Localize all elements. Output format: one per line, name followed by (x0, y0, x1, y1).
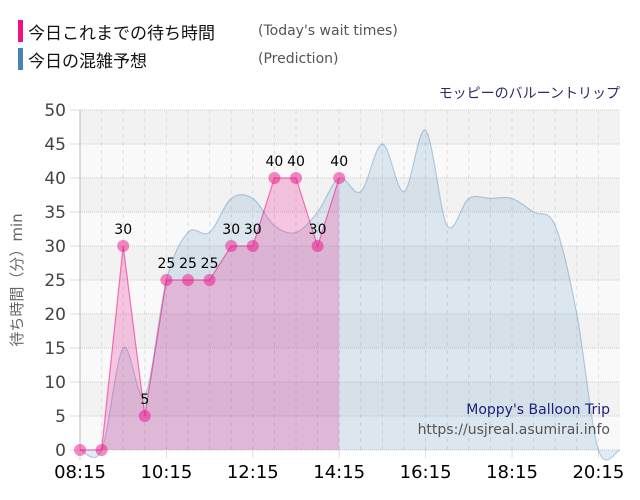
y-tick-label: 30 (44, 237, 66, 257)
today-point[interactable] (246, 240, 259, 252)
x-tick-label: 14:15 (313, 462, 365, 483)
today-point[interactable] (290, 172, 302, 184)
y-tick-label: 15 (44, 339, 66, 359)
legend-label-today: 今日これまでの待ち時間 (28, 23, 215, 44)
legend-item-today[interactable]: 今日これまでの待ち時間 (Today's wait times) (18, 20, 398, 44)
y-axis-label: 待ち時間（分）min (8, 213, 26, 346)
today-point[interactable] (74, 444, 86, 456)
watermark-url: https://usjreal.asumirai.info (417, 422, 610, 438)
legend-swatch-prediction (18, 48, 23, 70)
today-point[interactable] (268, 172, 281, 184)
legend-sub-prediction: (Prediction) (258, 51, 339, 67)
legend-swatch-today (18, 20, 23, 42)
today-point[interactable] (182, 274, 194, 286)
plot-band (80, 246, 620, 280)
plot-band (80, 348, 620, 382)
y-tick-label: 20 (44, 305, 66, 325)
legend-item-prediction[interactable]: 今日の混雑予想 (Prediction) (18, 48, 339, 72)
chart-title: モッピーのバルーントリップ (438, 86, 620, 102)
x-tick-label: 18:15 (486, 462, 538, 483)
y-tick-label: 0 (55, 441, 66, 461)
y-tick-label: 25 (44, 271, 66, 291)
data-label: 25 (157, 256, 175, 272)
x-tick-label: 20:15 (572, 462, 624, 483)
plot-band (80, 382, 620, 416)
today-point[interactable] (203, 274, 216, 286)
prediction-line (79, 129, 621, 461)
y-tick-label: 50 (44, 101, 66, 121)
plot-band (80, 110, 620, 144)
y-tick-label: 45 (44, 135, 66, 155)
data-label: 40 (265, 154, 283, 170)
plot-band (80, 280, 620, 314)
data-label: 30 (309, 222, 327, 238)
data-label: 40 (287, 154, 305, 170)
y-tick-label: 5 (55, 407, 66, 427)
plot-band (80, 314, 620, 348)
data-label: 25 (179, 256, 197, 272)
legend-label-prediction: 今日の混雑予想 (28, 51, 147, 72)
today-point[interactable] (333, 172, 346, 184)
data-label: 25 (201, 256, 219, 272)
y-tick-label: 10 (44, 373, 66, 393)
today-point[interactable] (311, 240, 324, 252)
legend-sub-today: (Today's wait times) (258, 23, 398, 39)
y-tick-label: 35 (44, 203, 66, 223)
x-tick-label: 08:15 (54, 462, 106, 483)
y-tick-label: 40 (44, 169, 66, 189)
plot-band (80, 416, 620, 450)
today-point[interactable] (95, 444, 108, 456)
today-area (80, 178, 340, 450)
plot-band (80, 212, 620, 246)
today-point[interactable] (138, 410, 151, 422)
prediction-area (80, 130, 620, 461)
x-tick-label: 16:15 (400, 462, 452, 483)
today-point[interactable] (225, 240, 238, 252)
x-tick-label: 12:15 (227, 462, 279, 483)
x-tick-label: 10:15 (140, 462, 192, 483)
today-point[interactable] (160, 274, 173, 286)
watermark-name: Moppy's Balloon Trip (466, 402, 610, 418)
today-point[interactable] (117, 240, 130, 252)
data-label: 30 (114, 222, 132, 238)
data-label: 40 (330, 154, 348, 170)
data-label: 5 (140, 392, 149, 408)
data-label: 30 (222, 222, 240, 238)
plot-band (80, 178, 620, 212)
data-label: 30 (244, 222, 262, 238)
plot-band (80, 144, 620, 178)
